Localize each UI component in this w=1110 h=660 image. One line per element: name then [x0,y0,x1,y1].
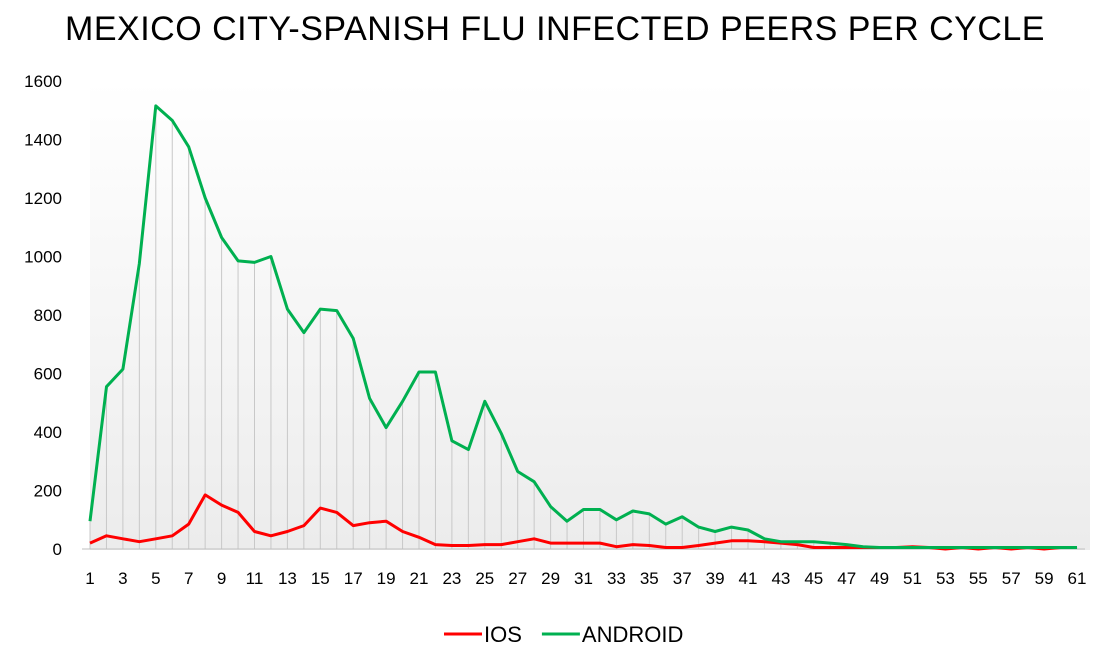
legend-label: IOS [484,622,522,647]
x-tick-label: 7 [184,569,193,588]
x-tick-label: 19 [377,569,396,588]
x-tick-label: 61 [1068,569,1087,588]
x-tick-label: 5 [151,569,160,588]
y-tick-label: 0 [53,540,62,559]
y-tick-label: 1600 [24,72,62,91]
x-tick-label: 49 [870,569,889,588]
chart-title: MEXICO CITY-SPANISH FLU INFECTED PEERS P… [65,10,1045,48]
x-tick-label: 9 [217,569,226,588]
plot-area [90,80,1090,550]
x-tick-label: 39 [706,569,725,588]
x-tick-label: 13 [278,569,297,588]
x-tick-label: 17 [344,569,363,588]
series-line-android [88,104,1077,549]
x-tick-label: 59 [1035,569,1054,588]
x-tick-label: 29 [541,569,560,588]
y-tick-label: 1200 [24,189,62,208]
x-tick-label: 37 [673,569,692,588]
x-tick-label: 15 [311,569,330,588]
legend-label: ANDROID [582,622,683,647]
x-tick-label: 11 [246,569,264,588]
x-tick-label: 25 [475,569,494,588]
y-tick-label: 600 [34,365,62,384]
y-tick-label: 200 [34,482,62,501]
x-tick-label: 33 [607,569,626,588]
x-tick-label: 21 [410,569,429,588]
y-tick-label: 800 [34,306,62,325]
x-tick-label: 45 [804,569,823,588]
x-tick-label: 31 [574,569,593,588]
y-tick-label: 1400 [24,131,62,150]
x-tick-label: 55 [969,569,988,588]
x-tick-label: 57 [1002,569,1021,588]
x-tick-label: 53 [936,569,955,588]
x-tick-label: 27 [508,569,527,588]
x-tick-label: 41 [739,569,758,588]
x-tick-label: 3 [118,569,127,588]
x-tick-label: 47 [837,569,856,588]
x-tick-label: 35 [640,569,659,588]
y-tick-label: 1000 [24,248,62,267]
x-tick-label: 51 [903,569,922,588]
y-tick-label: 400 [34,423,62,442]
x-tick-label: 23 [442,569,461,588]
x-tick-label: 43 [771,569,790,588]
x-tick-label: 1 [85,569,94,588]
